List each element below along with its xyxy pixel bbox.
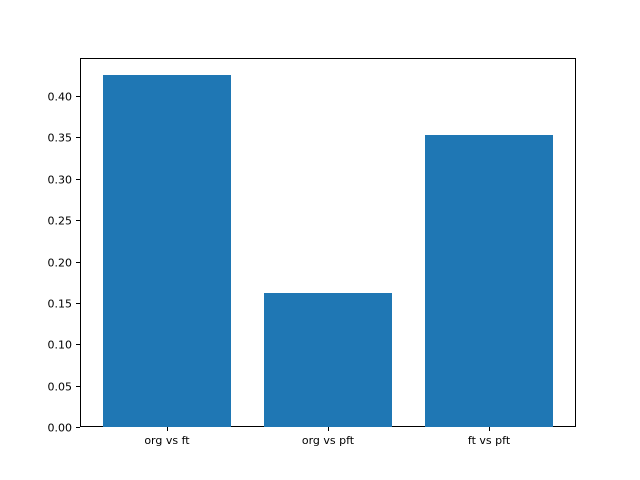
y-tick-mark bbox=[76, 385, 80, 387]
y-tick-label: 0.20 bbox=[47, 256, 73, 270]
y-tick-mark bbox=[76, 261, 80, 263]
y-tick-mark bbox=[76, 95, 80, 97]
y-tick-label: 0.15 bbox=[47, 297, 73, 311]
y-tick-mark bbox=[76, 137, 80, 139]
y-tick-label: 0.10 bbox=[47, 338, 73, 352]
bar-org-vs-pft bbox=[263, 293, 393, 428]
x-tick-mark bbox=[328, 427, 329, 432]
y-tick-mark bbox=[76, 344, 80, 346]
bar-ft-vs-pft bbox=[424, 134, 554, 428]
y-tick-label: 0.35 bbox=[47, 131, 73, 145]
y-tick-mark bbox=[76, 220, 80, 222]
x-tick-mark bbox=[166, 427, 168, 432]
x-tick-mark bbox=[489, 427, 491, 432]
y-tick-mark bbox=[76, 427, 80, 429]
y-tick-label: 0.05 bbox=[47, 380, 73, 394]
y-tick-label: 0.00 bbox=[47, 421, 73, 435]
x-tick-label: org vs pft bbox=[301, 434, 355, 448]
y-tick-label: 0.30 bbox=[47, 173, 73, 187]
y-tick-label: 0.40 bbox=[47, 90, 73, 104]
y-tick-label: 0.25 bbox=[47, 214, 73, 228]
bar-org-vs-ft bbox=[102, 75, 232, 428]
y-tick-mark bbox=[76, 302, 80, 304]
x-tick-label: ft vs pft bbox=[467, 434, 511, 448]
x-tick-label: org vs ft bbox=[144, 434, 190, 448]
y-tick-mark bbox=[76, 178, 80, 180]
